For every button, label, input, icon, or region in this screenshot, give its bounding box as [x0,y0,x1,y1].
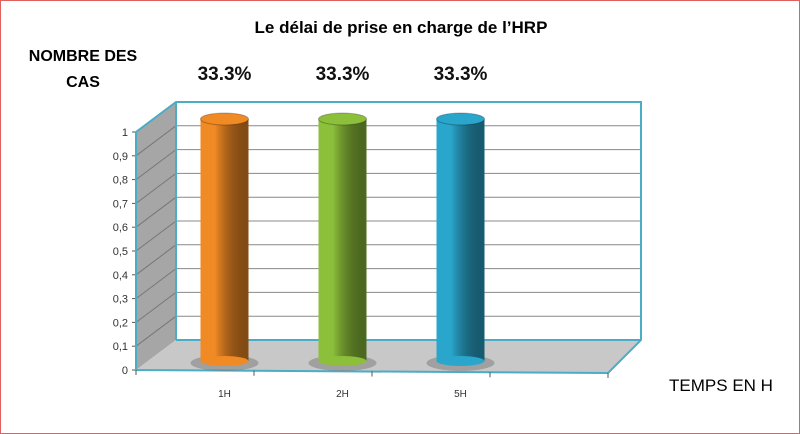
bar-base [200,356,249,366]
side-gridline [135,196,177,228]
floor [136,340,641,373]
y-tick-label: 0,6 [113,222,128,234]
y-tick-label: 0,8 [113,175,128,187]
x-tick-label: 2H [336,389,349,400]
y-tick-label: 0,7 [113,198,128,210]
side-gridline [135,268,177,300]
bar-top [200,112,249,126]
side-gridline [135,220,177,252]
bar-top [318,112,367,126]
y-tick-label: 0,5 [113,246,128,258]
bar-shading [436,119,485,361]
side-gridline [135,125,177,157]
bar-shading [318,119,367,361]
bar-base [318,356,367,366]
side-gridline [135,291,177,323]
x-axis-label: TEMPS EN H [669,376,773,395]
y-tick-label: 0,1 [113,341,128,353]
side-gridline [135,244,177,276]
data-label: 33.3% [434,64,488,85]
y-tick-label: 0,4 [113,270,128,282]
y-tick-label: 1 [122,127,128,139]
x-tick-label: 1H [218,389,231,400]
side-gridline [135,172,177,204]
chart-title: Le délai de prise en charge de l’HRP [255,18,548,37]
bar-shading [200,119,249,361]
data-label: 33.3% [198,64,252,85]
y-tick-label: 0,2 [113,317,128,329]
bar-top [436,112,485,126]
side-gridline [135,315,177,347]
x-tick-label: 5H [454,389,467,400]
data-label: 33.3% [316,64,370,85]
y-tick-label: 0,3 [113,294,128,306]
y-axis-label-line2: CAS [66,74,100,91]
bar-base [436,356,485,366]
y-tick-label: 0 [122,365,128,377]
y-axis-label-line1: NOMBRE DES [29,48,138,65]
side-gridline [135,149,177,181]
y-tick-label: 0,9 [113,151,128,163]
